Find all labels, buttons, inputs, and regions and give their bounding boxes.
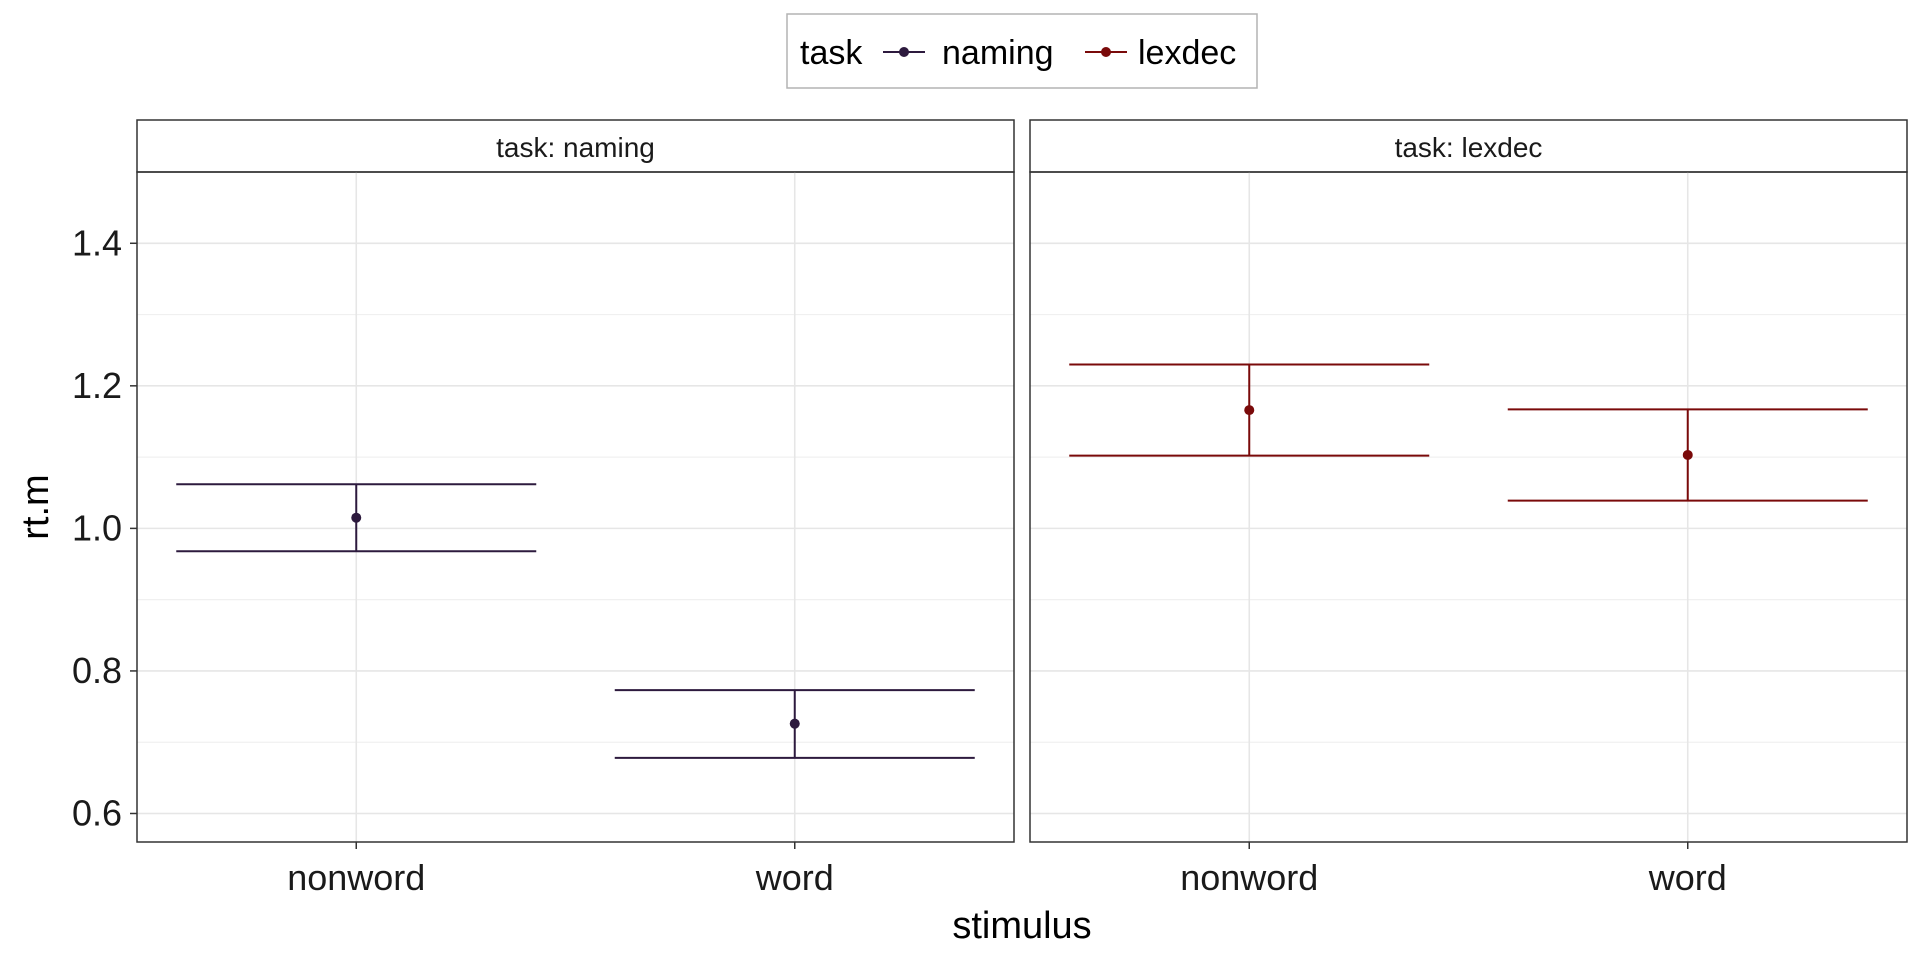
errorbar-lexdec-word <box>1507 408 1868 502</box>
mean-point <box>1682 449 1693 460</box>
x-tick-label: nonword <box>287 857 425 898</box>
errorbar-naming-word <box>614 689 975 759</box>
y-tick-label: 0.6 <box>72 792 122 833</box>
mean-point <box>1244 405 1255 416</box>
legend-box <box>786 13 1258 89</box>
x-tick-label: nonword <box>1180 857 1318 898</box>
plot-border-naming <box>136 171 1015 843</box>
panel-lexdec: task: lexdec <box>1029 119 1908 843</box>
y-tick-label: 1.4 <box>72 222 122 263</box>
panel-naming: task: naming <box>136 119 1015 843</box>
legend-key-naming <box>883 47 925 57</box>
marks-lexdec <box>1069 363 1868 502</box>
legend: task naming lexdec <box>786 13 1258 89</box>
x-tick-label: word <box>1648 857 1727 898</box>
legend-label-naming: naming <box>942 34 1054 72</box>
y-tick-label: 1.2 <box>72 365 122 406</box>
y-axis-title: rt.m <box>15 474 57 539</box>
grid-lexdec <box>1030 172 1907 842</box>
x-axis-title: stimulus <box>952 905 1091 947</box>
plot-border-lexdec <box>1029 171 1908 843</box>
mean-point <box>351 512 362 523</box>
y-tick-label: 0.8 <box>72 650 122 691</box>
x-tick-label: word <box>755 857 834 898</box>
y-axis: 0.6 0.8 1.0 1.2 1.4 <box>72 222 137 833</box>
legend-key-lexdec <box>1085 47 1127 57</box>
strip-lexdec <box>1029 119 1908 173</box>
y-tick-label: 1.0 <box>72 507 122 548</box>
x-axis: nonword word nonword word <box>287 842 1727 898</box>
strip-label-naming: task: naming <box>496 132 655 163</box>
grid-naming <box>137 172 1014 842</box>
errorbar-naming-nonword <box>176 483 537 553</box>
mean-point <box>789 718 800 729</box>
legend-label-lexdec: lexdec <box>1138 34 1236 72</box>
legend-title: task <box>800 34 863 72</box>
marks-naming <box>176 483 975 759</box>
errorbar-lexdec-nonword <box>1069 363 1430 457</box>
strip-label-lexdec: task: lexdec <box>1395 132 1543 163</box>
